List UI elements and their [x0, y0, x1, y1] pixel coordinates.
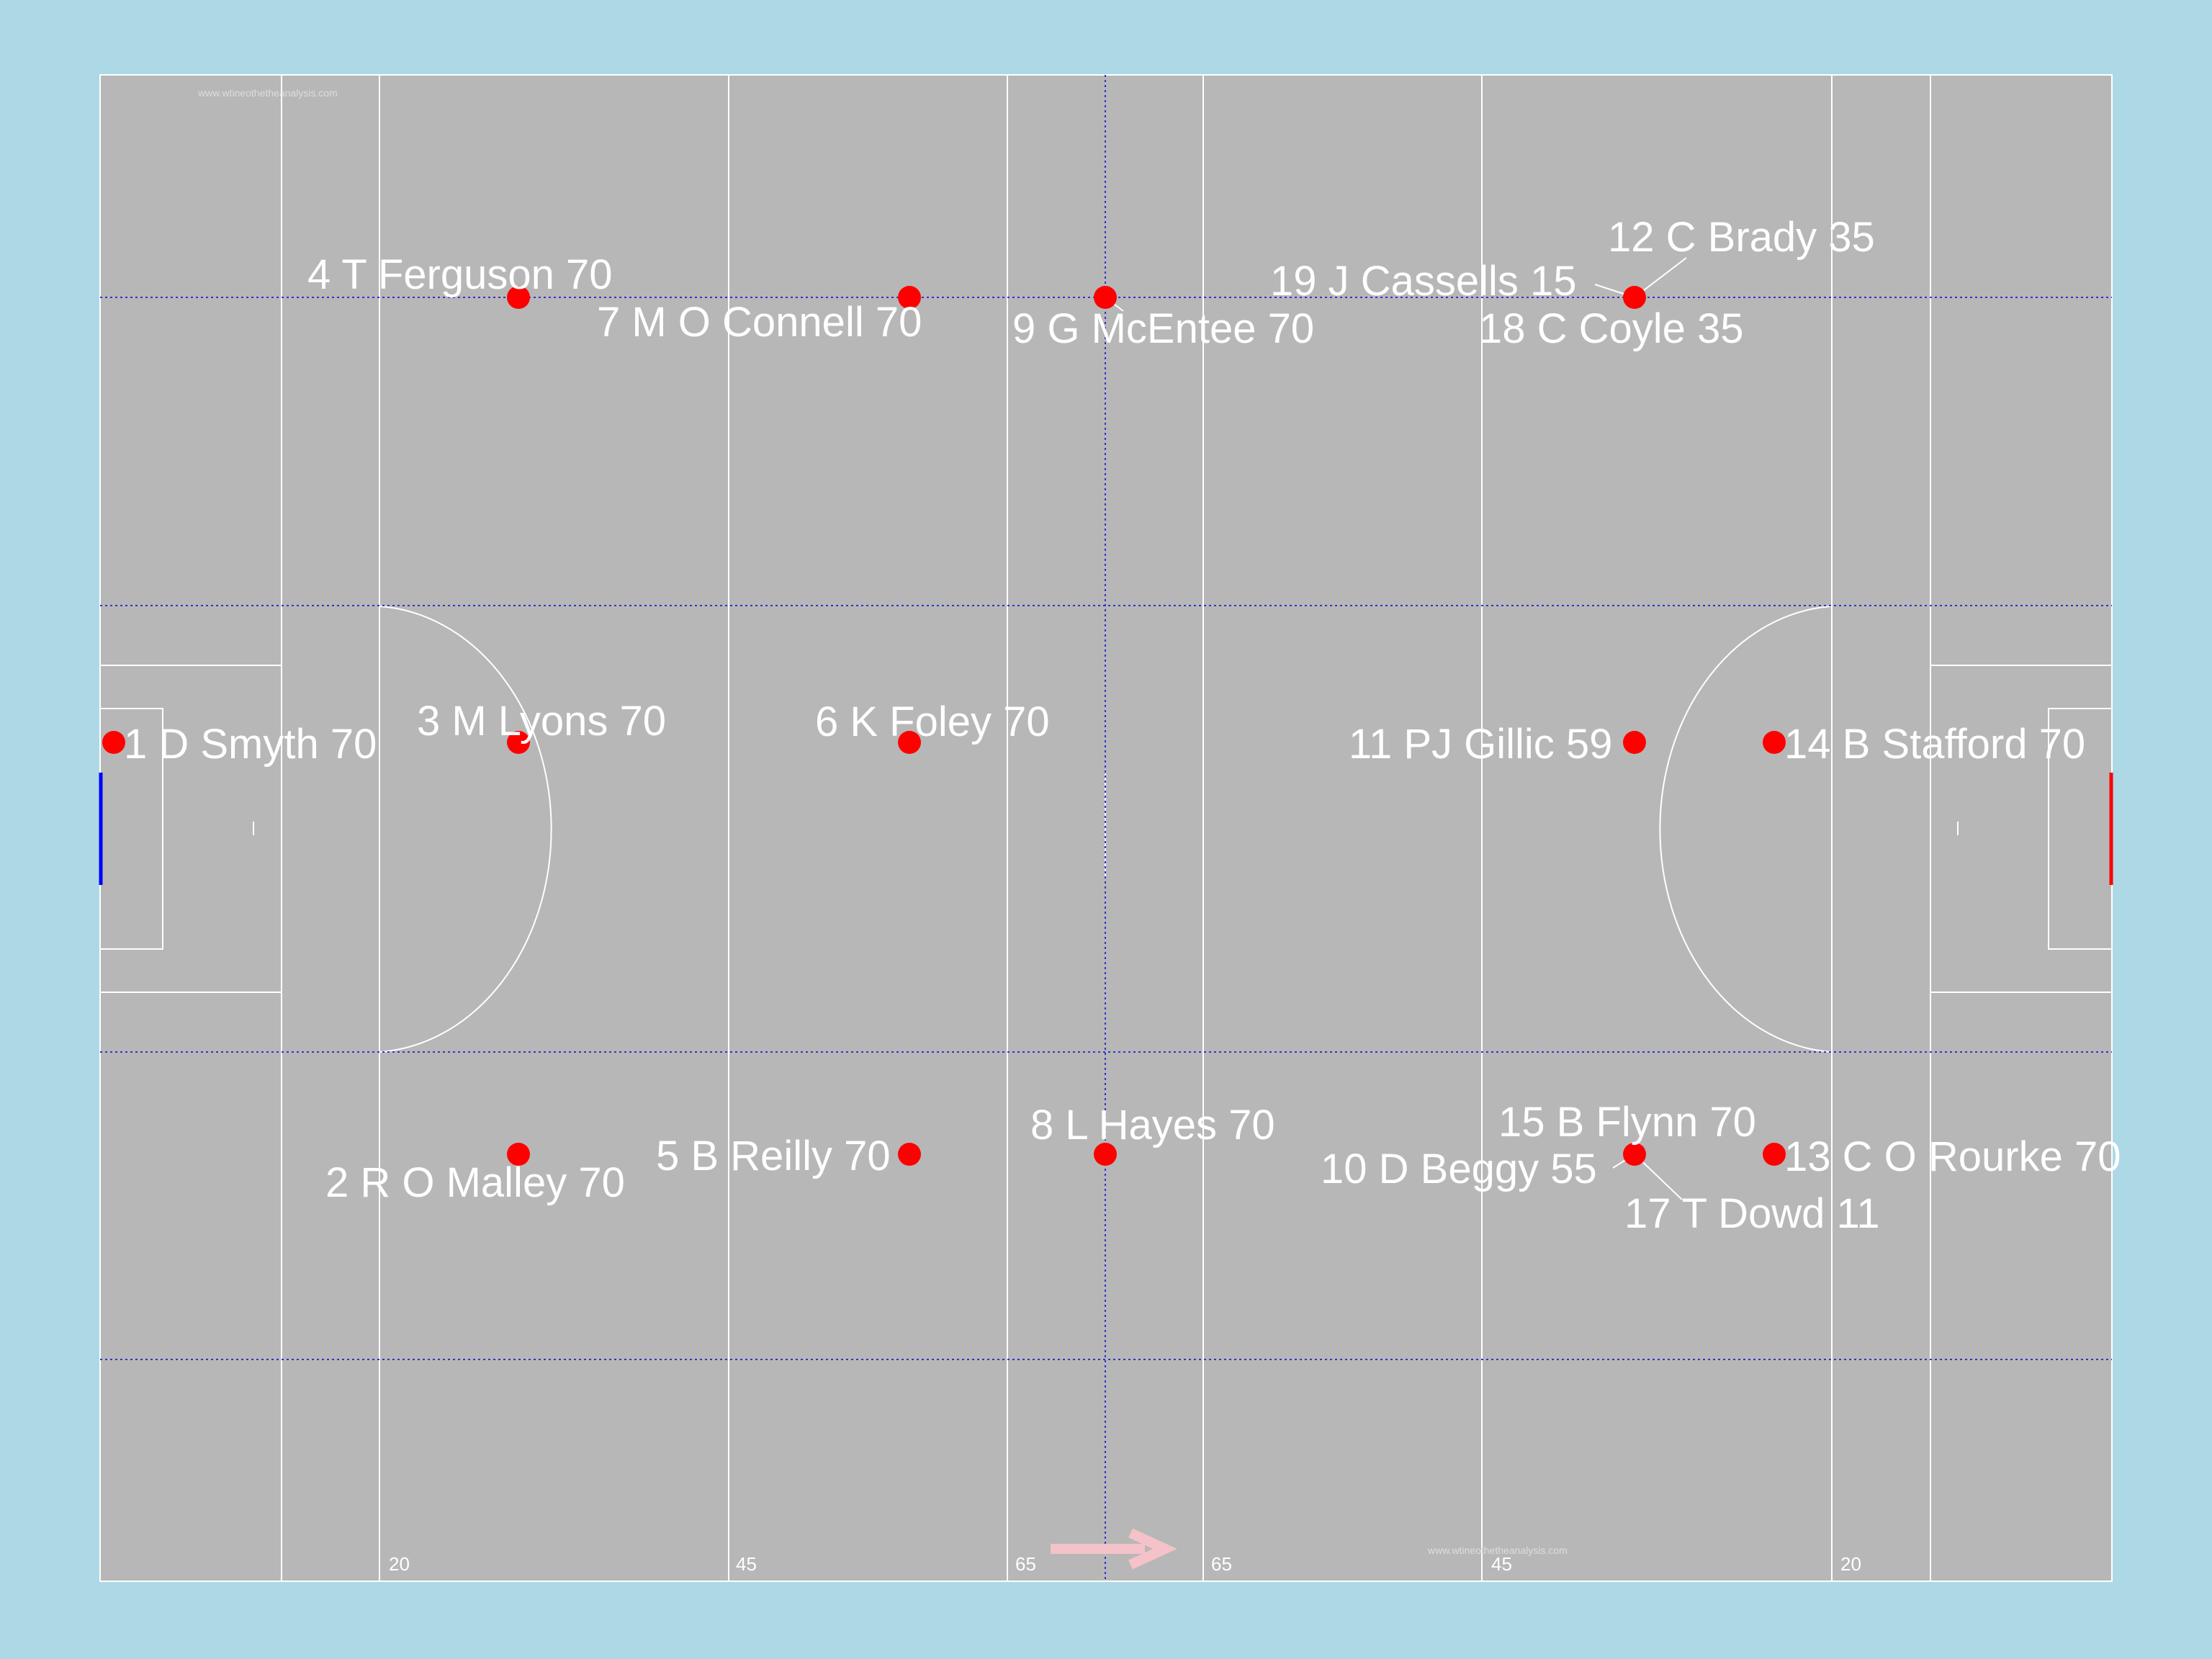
distance-markers: 20 45 65 65 45 20	[389, 1553, 1861, 1575]
player-label-11: 11 PJ Gillic 59	[1349, 721, 1612, 768]
player-label-9: 9 G McEntee 70	[1012, 305, 1314, 352]
player-dot-1	[102, 731, 125, 754]
arc-left	[379, 606, 552, 1053]
distance-marker-65-left: 65	[1015, 1553, 1036, 1575]
player-dot-5	[898, 1143, 921, 1166]
player-label-14: 14 B Stafford 70	[1784, 721, 2085, 768]
watermark-bottom: www.wtineothetheanalysis.com	[1427, 1545, 1568, 1556]
distance-marker-20-left: 20	[389, 1553, 410, 1575]
player-markers	[102, 286, 1786, 1166]
player-label-12: 12 C Brady 35	[1608, 214, 1875, 261]
player-label-17: 17 T Dowd 11	[1624, 1190, 1880, 1237]
player-label-19: 19 J Cassells 15	[1270, 258, 1577, 305]
zone-grid	[100, 75, 2112, 1581]
player-label-7: 7 M O Connell 70	[597, 299, 922, 346]
player-label-6: 6 K Foley 70	[815, 698, 1050, 745]
player-label-2: 2 R O Malley 70	[325, 1159, 625, 1206]
player-label-8: 8 L Hayes 70	[1030, 1102, 1275, 1148]
player-label-1: 1 D Smyth 70	[124, 721, 377, 768]
player-dot-4	[507, 286, 530, 309]
player-dot-9	[1094, 286, 1117, 309]
player-dot-3	[507, 731, 530, 754]
player-label-3: 3 M Lyons 70	[417, 698, 666, 745]
small-rectangle-right	[2048, 708, 2112, 950]
player-dot-2	[507, 1143, 530, 1166]
player-label-5: 5 B Reilly 70	[656, 1133, 891, 1179]
watermark-top: www.wtineothetheanalysis.com	[197, 87, 338, 99]
player-labels: 1 D Smyth 70 2 R O Malley 70 3 M Lyons 7…	[124, 214, 2121, 1237]
distance-marker-20-right: 20	[1840, 1553, 1861, 1575]
player-label-15: 15 B Flynn 70	[1498, 1099, 1756, 1146]
player-label-13: 13 C O Rourke 70	[1784, 1133, 2121, 1180]
large-rectangle-right	[1930, 665, 2112, 993]
small-rectangle-left	[100, 708, 163, 950]
player-dot-7	[898, 286, 921, 309]
player-dot-6	[898, 731, 921, 754]
player-label-4: 4 T Ferguson 70	[307, 251, 612, 298]
player-dot-8	[1094, 1143, 1117, 1166]
large-rectangle-left	[100, 665, 282, 993]
player-dot-12-18-19	[1623, 286, 1646, 309]
arc-right	[1659, 606, 1833, 1053]
player-dot-13	[1763, 1143, 1786, 1166]
field-lines	[100, 75, 2112, 1581]
distance-marker-45-left: 45	[736, 1553, 757, 1575]
right-arrow-icon	[1051, 1528, 1177, 1570]
player-dot-10-15-17	[1623, 1143, 1646, 1166]
player-dot-14	[1763, 731, 1786, 754]
player-dot-11	[1623, 731, 1646, 754]
player-label-18: 18 C Coyle 35	[1479, 305, 1744, 352]
player-label-10: 10 D Beggy 55	[1321, 1146, 1597, 1192]
distance-marker-65-right: 65	[1211, 1553, 1232, 1575]
distance-marker-45-right: 45	[1491, 1553, 1512, 1575]
